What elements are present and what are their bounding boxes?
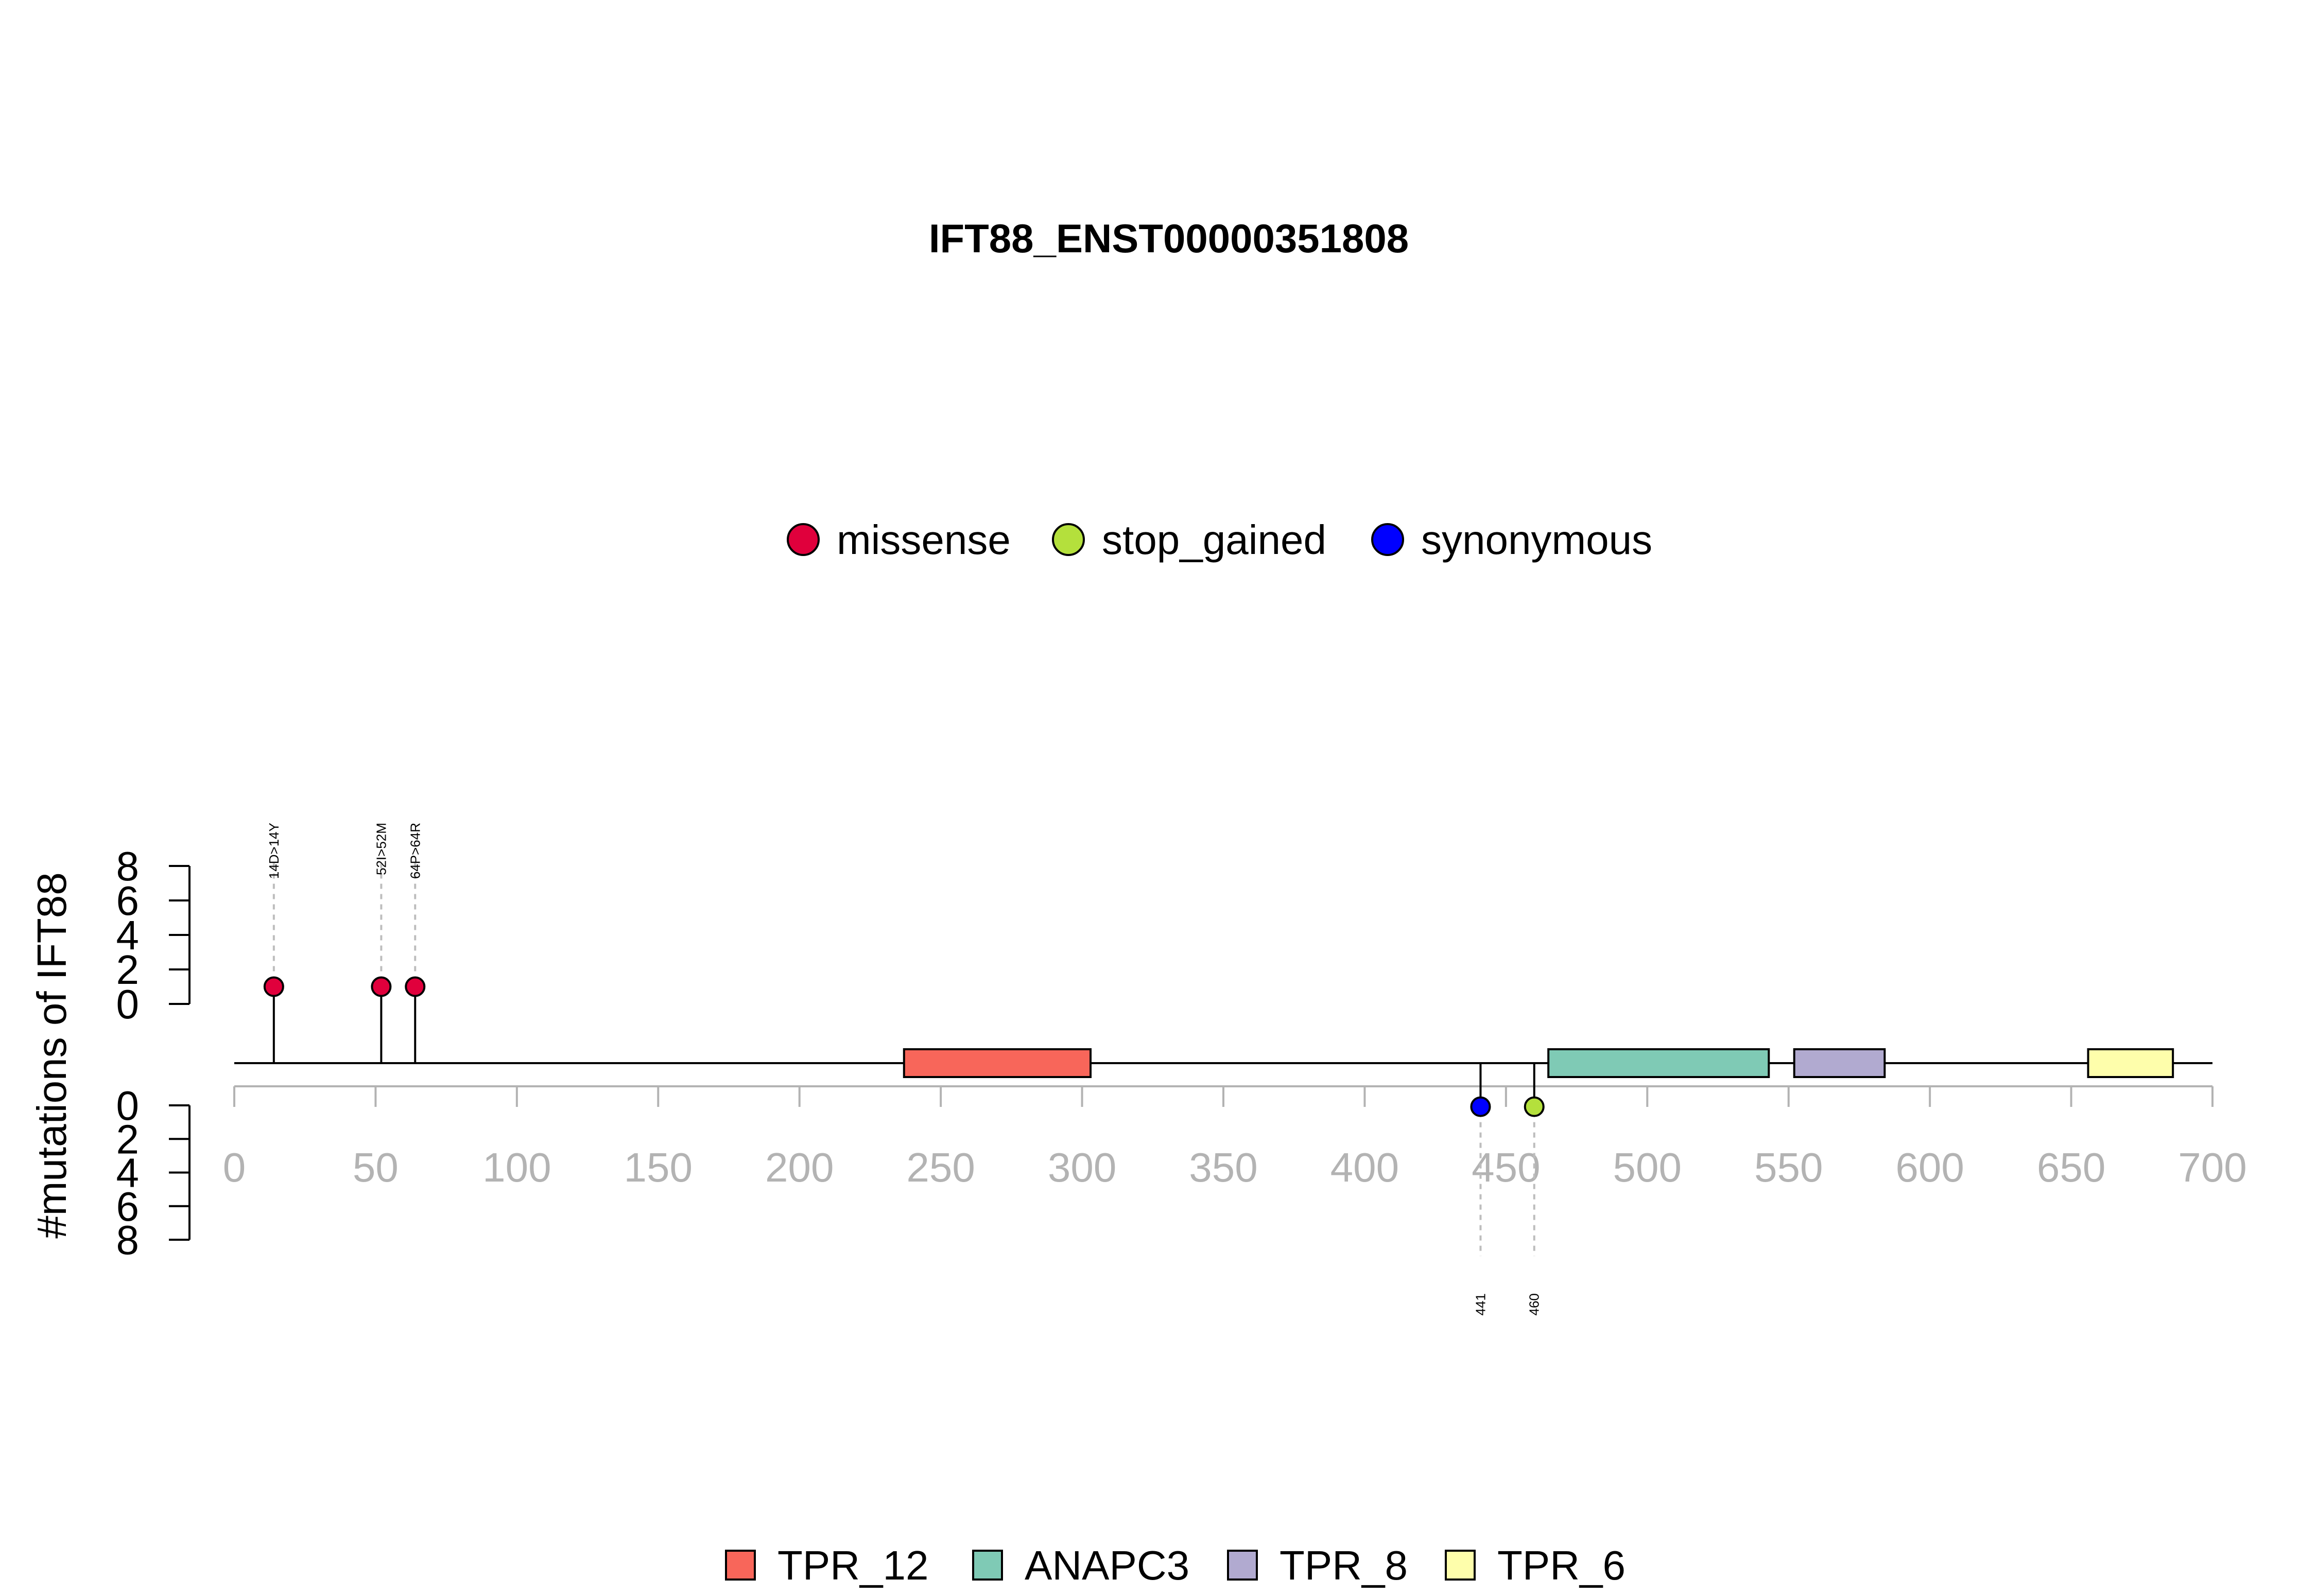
mutation-point xyxy=(1524,1096,1545,1117)
legend-label-missense: missense xyxy=(837,517,1011,563)
x-tick-label: 150 xyxy=(624,1144,693,1190)
x-tick-label: 400 xyxy=(1330,1144,1399,1190)
y-tick-label-bottom: 4 xyxy=(116,1150,140,1196)
x-tick-label: 300 xyxy=(1048,1144,1116,1190)
mutation-point xyxy=(371,976,392,997)
x-tick-label: 650 xyxy=(2037,1144,2105,1190)
legend-swatch-TPR_6 xyxy=(1445,1550,1476,1581)
chart-title: IFT88_ENST00000351808 xyxy=(929,216,1409,261)
y-tick-label-top: 8 xyxy=(116,843,140,889)
legend-marker-stop_gained xyxy=(1052,523,1085,556)
legend-label-stop_gained: stop_gained xyxy=(1102,517,1326,563)
y-tick-label-top: 6 xyxy=(116,878,140,924)
legend-label-synonymous: synonymous xyxy=(1421,517,1652,563)
legend-label-TPR_12: TPR_12 xyxy=(777,1542,928,1588)
x-tick-label: 450 xyxy=(1472,1144,1540,1190)
y-axis-label: #mutations of IFT88 xyxy=(29,872,75,1238)
mutation-point xyxy=(1470,1096,1491,1117)
y-tick-label-bottom: 2 xyxy=(116,1116,140,1162)
mutation-label: 14D>14Y xyxy=(266,823,282,879)
legend-label-ANAPC3: ANAPC3 xyxy=(1025,1542,1189,1588)
domain-TPR_8 xyxy=(1793,1048,1886,1078)
y-tick-label-bottom: 8 xyxy=(116,1217,140,1263)
mutation-label: 52I>52M xyxy=(373,823,389,875)
x-tick-label: 0 xyxy=(223,1144,246,1190)
mutation-label: 64P>64R xyxy=(407,823,423,879)
legend-marker-missense xyxy=(787,523,820,556)
mutation-legend: missense stop_gained synonymous xyxy=(787,517,1652,563)
mutation-point xyxy=(263,976,284,997)
mutation-label: 460 xyxy=(1527,1293,1542,1315)
x-tick-label: 200 xyxy=(765,1144,834,1190)
x-axis: 0 50 100 150 200 250 300 350 400 450 500 550 600 650 7… xyxy=(223,1085,2247,1190)
domain-TPR_6 xyxy=(2087,1048,2174,1078)
x-tick-label: 50 xyxy=(353,1144,399,1190)
y-tick-label-top: 2 xyxy=(116,947,140,993)
domain-TPR_12 xyxy=(903,1048,1092,1078)
y-tick-label-bottom: 6 xyxy=(116,1184,140,1229)
legend-label-TPR_8: TPR_8 xyxy=(1279,1542,1408,1588)
domain-ANAPC3 xyxy=(1547,1048,1770,1078)
x-tick-label: 500 xyxy=(1613,1144,1682,1190)
legend-swatch-TPR_8 xyxy=(1227,1550,1258,1581)
x-tick-label: 600 xyxy=(1895,1144,1964,1190)
mutation-lollipops: 14D>14Y 52I>52M 64P>64R 441 460 xyxy=(263,823,1545,1315)
domain-legend: TPR_12 ANAPC3 TPR_8 TPR_6 xyxy=(725,1542,1626,1588)
x-tick-label: 550 xyxy=(1754,1144,1823,1190)
y-tick-label-bottom: 0 xyxy=(116,1083,140,1129)
y-tick-label-top: 0 xyxy=(116,981,140,1027)
x-tick-label: 250 xyxy=(906,1144,975,1190)
x-tick-label: 700 xyxy=(2178,1144,2246,1190)
mutation-label: 441 xyxy=(1473,1293,1488,1315)
legend-swatch-ANAPC3 xyxy=(972,1550,1003,1581)
domain-boxes xyxy=(903,1048,2174,1078)
legend-label-TPR_6: TPR_6 xyxy=(1497,1542,1626,1588)
y-tick-label-top: 4 xyxy=(116,912,140,958)
x-tick-label: 100 xyxy=(482,1144,551,1190)
mutation-point xyxy=(405,976,426,997)
x-tick-label: 350 xyxy=(1189,1144,1257,1190)
legend-marker-synonymous xyxy=(1371,523,1404,556)
legend-swatch-TPR_12 xyxy=(725,1550,756,1581)
